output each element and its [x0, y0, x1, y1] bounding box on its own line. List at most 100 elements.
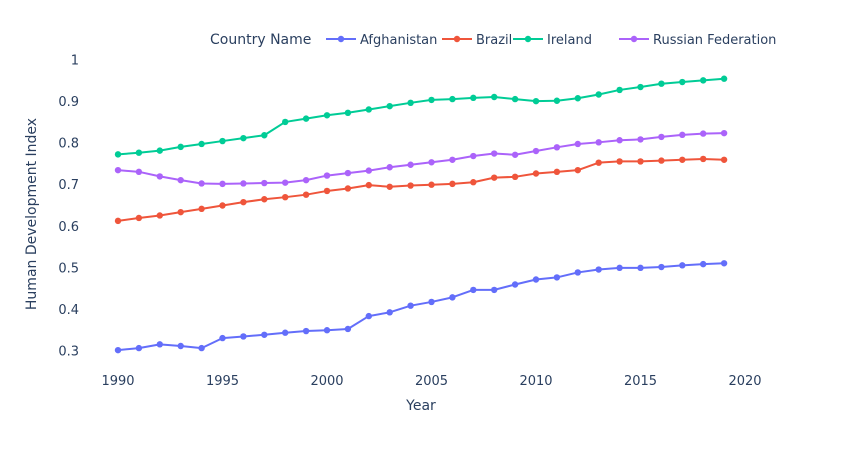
point-afghanistan-2002 [365, 312, 372, 320]
legend-label: Brazil [476, 33, 512, 48]
legend-item-brazil[interactable]: Brazil [442, 33, 512, 48]
point-afghanistan-2013 [595, 266, 602, 273]
point-ireland-2006 [449, 95, 456, 103]
point-ireland-2009 [511, 95, 519, 103]
y-axis-title: Human Development Index [24, 118, 40, 310]
point-russian-federation-2002 [365, 167, 372, 174]
point-ireland-1993 [177, 143, 184, 151]
point-brazil-2018 [700, 155, 707, 163]
point-brazil-2004 [407, 182, 414, 189]
legend-item-afghanistan[interactable]: Afghanistan [326, 33, 437, 48]
point-ireland-2019 [720, 75, 728, 82]
point-russian-federation-1999 [302, 176, 310, 184]
point-brazil-1993 [177, 208, 184, 216]
point-russian-federation-1998 [282, 179, 289, 186]
point-afghanistan-2017 [679, 262, 686, 269]
legend-item-ireland[interactable]: Ireland [513, 33, 592, 48]
point-brazil-2007 [470, 179, 477, 186]
point-russian-federation-2004 [407, 161, 414, 168]
point-ireland-2004 [407, 99, 414, 107]
point-brazil-2009 [511, 173, 519, 181]
point-ireland-2010 [532, 97, 540, 105]
x-tick-label-2020: 2020 [728, 374, 761, 389]
point-brazil-1991 [135, 214, 143, 222]
point-afghanistan-2016 [658, 263, 665, 271]
legend-label: Afghanistan [360, 33, 437, 48]
legend-title: Country Name [210, 32, 311, 48]
point-brazil-2000 [323, 187, 331, 195]
point-ireland-1998 [282, 118, 289, 126]
point-brazil-2015 [637, 158, 644, 165]
point-afghanistan-1993 [177, 342, 184, 350]
legend-label: Ireland [547, 33, 592, 48]
x-tick-label-1990: 1990 [101, 374, 134, 389]
point-afghanistan-1998 [282, 329, 289, 336]
point-afghanistan-1999 [302, 327, 310, 335]
point-russian-federation-2019 [720, 129, 728, 137]
point-afghanistan-2018 [700, 260, 707, 268]
point-ireland-1999 [302, 115, 310, 122]
point-russian-federation-2018 [700, 130, 707, 137]
point-ireland-1990 [114, 151, 122, 158]
plot-area [114, 75, 728, 354]
series-line-afghanistan [117, 262, 725, 352]
point-afghanistan-2012 [574, 269, 581, 276]
point-brazil-1990 [114, 217, 122, 225]
point-ireland-1997 [261, 132, 268, 139]
point-russian-federation-2006 [449, 156, 456, 163]
legend-swatch-marker [337, 35, 345, 43]
point-brazil-2013 [595, 159, 602, 166]
point-russian-federation-2013 [595, 139, 602, 146]
legend-swatch-marker [453, 35, 461, 43]
point-afghanistan-2001 [344, 325, 352, 333]
point-brazil-1995 [219, 202, 226, 209]
point-ireland-2015 [637, 83, 644, 91]
point-russian-federation-1993 [177, 176, 184, 184]
point-russian-federation-2014 [616, 137, 623, 144]
point-ireland-1995 [219, 137, 226, 145]
point-russian-federation-2012 [574, 140, 581, 148]
point-afghanistan-2014 [616, 264, 623, 272]
point-brazil-2017 [679, 156, 686, 163]
point-brazil-2006 [449, 180, 456, 188]
y-axis-ticks: 0.3 0.4 0.5 0.6 0.7 0.8 0.9 1 [58, 54, 79, 360]
point-afghanistan-1990 [114, 346, 122, 354]
series-line-russian-federation [117, 132, 725, 185]
point-afghanistan-1995 [219, 334, 226, 342]
point-afghanistan-2005 [428, 298, 435, 306]
point-afghanistan-1996 [240, 333, 247, 340]
point-afghanistan-2015 [637, 264, 644, 272]
point-russian-federation-1994 [198, 180, 205, 187]
point-ireland-2002 [365, 106, 372, 113]
point-ireland-2013 [595, 91, 602, 98]
point-afghanistan-2004 [407, 302, 414, 309]
point-brazil-1997 [261, 196, 268, 203]
legend-item-russian-federation[interactable]: Russian Federation [619, 33, 776, 48]
point-ireland-2008 [491, 93, 498, 101]
point-russian-federation-1992 [156, 173, 163, 180]
point-russian-federation-2010 [532, 147, 540, 155]
x-axis-title: Year [405, 398, 436, 414]
point-russian-federation-1990 [114, 166, 122, 174]
y-tick-label-0.7: 0.7 [58, 178, 79, 193]
point-brazil-2014 [616, 158, 623, 165]
point-russian-federation-2001 [344, 169, 352, 177]
point-brazil-2008 [491, 174, 498, 181]
point-afghanistan-2006 [449, 294, 456, 301]
point-brazil-2001 [344, 185, 352, 192]
point-brazil-1994 [198, 205, 205, 213]
point-russian-federation-2011 [553, 144, 561, 151]
series-line-ireland [117, 77, 725, 156]
point-afghanistan-1994 [198, 344, 205, 352]
point-russian-federation-2000 [323, 172, 331, 179]
x-tick-label-1995: 1995 [206, 374, 239, 389]
y-tick-label-0.4: 0.4 [58, 303, 79, 318]
point-brazil-2002 [365, 181, 372, 189]
point-ireland-2001 [344, 109, 352, 117]
point-ireland-2003 [386, 102, 393, 110]
point-brazil-2019 [720, 156, 728, 163]
y-tick-label-0.6: 0.6 [58, 220, 79, 235]
point-afghanistan-2011 [553, 274, 561, 281]
point-brazil-2012 [574, 166, 581, 174]
